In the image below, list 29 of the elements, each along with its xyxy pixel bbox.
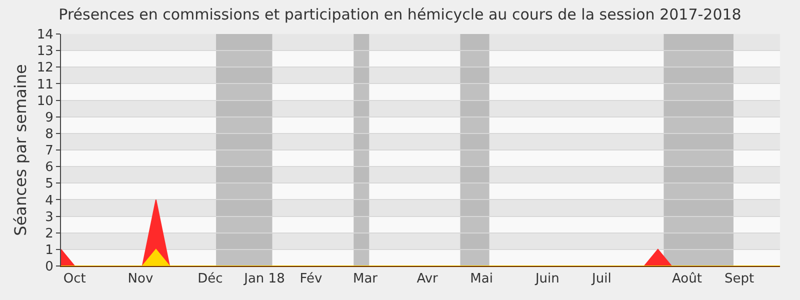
y-tick-label: 8: [45, 126, 54, 142]
y-tick-label: 2: [45, 226, 54, 242]
y-tick-label: 4: [45, 193, 54, 208]
x-tick-label: Mai: [470, 272, 493, 287]
y-tick-label: 14: [36, 28, 54, 43]
x-tick-label: Jan 18: [243, 272, 285, 287]
y-tick-label: 13: [36, 44, 54, 60]
x-tick-label: Avr: [416, 272, 439, 287]
x-tick-label: Mar: [353, 272, 378, 287]
y-tick-label: 0: [45, 260, 54, 275]
y-tick-label: 7: [45, 144, 54, 159]
x-tick-label: Août: [672, 272, 702, 287]
y-tick-label: 10: [36, 94, 54, 109]
y-tick-label: 5: [45, 176, 54, 192]
x-tick-label: Juil: [591, 272, 612, 287]
chart-title: Présences en commissions et participation en hémicycle au cours de la session 2017-2018: [58, 6, 742, 24]
y-tick-label: 11: [36, 77, 54, 92]
y-axis-title: Séances par semaine: [10, 64, 30, 236]
x-tick-label: Juin: [534, 272, 560, 287]
x-tick-label: Nov: [128, 272, 154, 287]
x-tick-label: Déc: [198, 272, 223, 287]
y-tick-label: 3: [45, 210, 54, 225]
x-tick-label: Sept: [724, 272, 754, 287]
y-tick-label: 9: [45, 110, 54, 126]
x-tick-label: Oct: [63, 272, 86, 287]
y-tick-label: 6: [45, 160, 54, 176]
x-tick-label: Fév: [300, 272, 323, 287]
y-tick-label: 12: [36, 60, 54, 76]
y-tick-label: 1: [45, 242, 54, 258]
